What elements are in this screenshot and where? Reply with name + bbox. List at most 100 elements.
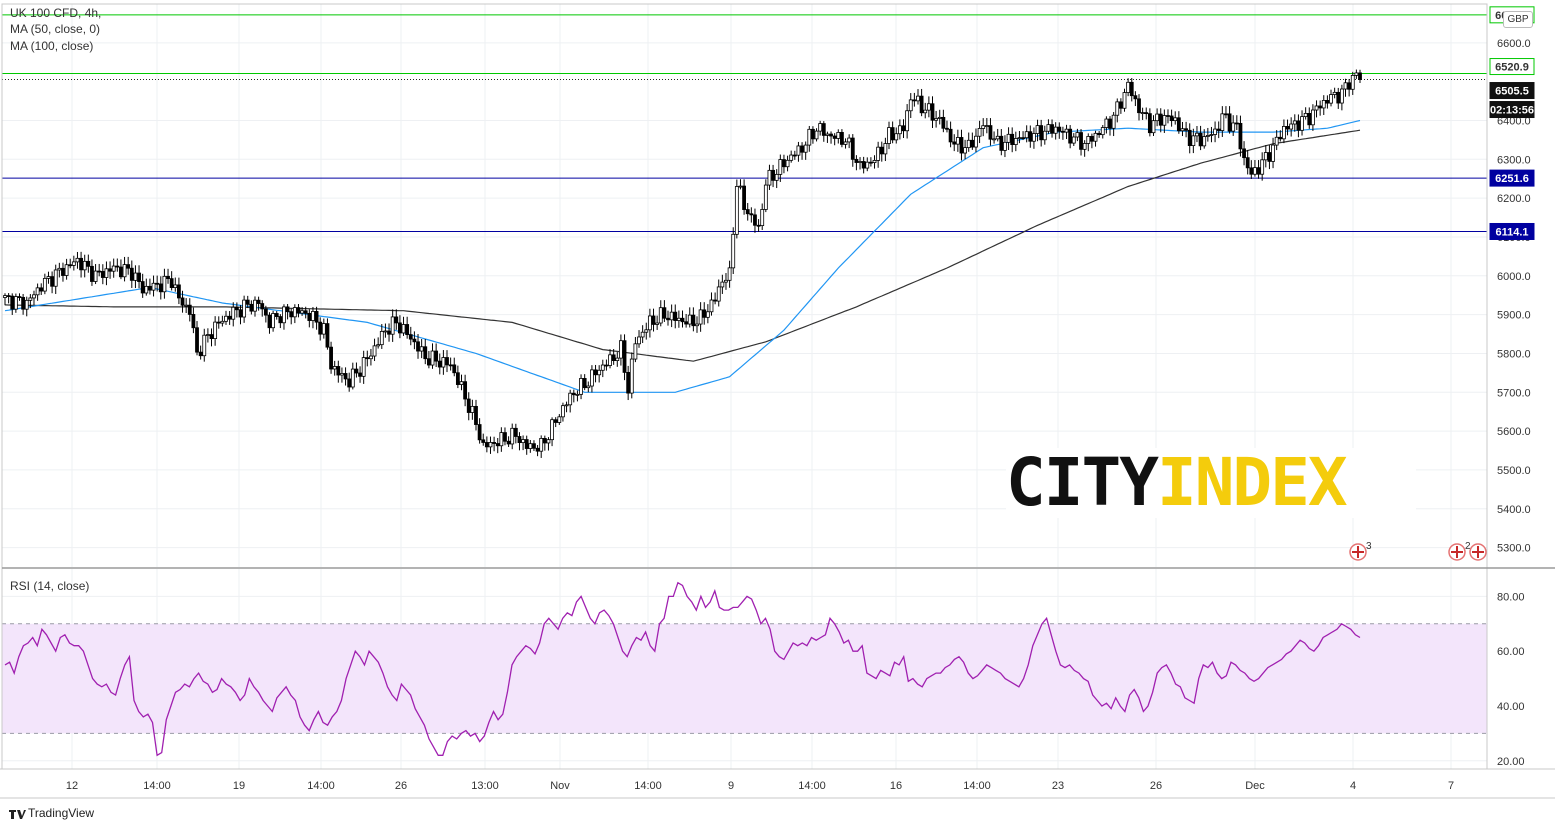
candle[interactable] [477, 424, 482, 441]
candle[interactable] [151, 282, 156, 291]
candle[interactable] [484, 442, 489, 448]
candle[interactable] [590, 369, 594, 387]
candle[interactable] [1013, 138, 1018, 145]
candle[interactable] [619, 340, 623, 359]
candle[interactable] [365, 357, 370, 360]
candle[interactable] [760, 209, 765, 227]
candle[interactable] [426, 358, 431, 366]
price-axis[interactable]: 5300.0 5400.0 5500.0 5600.0 5700.0 5800.0 5900… [1497, 38, 1531, 555]
candle[interactable] [1187, 129, 1192, 147]
candle[interactable] [1166, 115, 1170, 117]
candle[interactable] [894, 133, 899, 141]
candle[interactable] [209, 334, 214, 340]
candle[interactable] [1032, 133, 1036, 142]
candle[interactable] [155, 282, 160, 285]
candle[interactable] [263, 308, 268, 316]
candle[interactable] [644, 329, 649, 333]
candle[interactable] [238, 309, 243, 318]
candle[interactable] [955, 137, 960, 145]
candle[interactable] [93, 270, 98, 282]
candle[interactable] [597, 369, 602, 376]
candle[interactable] [713, 299, 718, 302]
candle[interactable] [481, 439, 486, 443]
candle[interactable] [1017, 137, 1022, 140]
candle[interactable] [180, 297, 185, 306]
candle[interactable] [1100, 127, 1105, 136]
candle[interactable] [169, 278, 174, 288]
candle[interactable] [499, 432, 504, 447]
candle[interactable] [1282, 126, 1286, 140]
candle[interactable] [495, 443, 500, 447]
candle[interactable] [854, 158, 859, 163]
symbol-label[interactable]: UK 100 CFD, 4h, [10, 6, 102, 20]
candle[interactable] [1245, 157, 1250, 169]
candle[interactable] [1097, 132, 1102, 136]
candle[interactable] [908, 99, 913, 112]
candle[interactable] [1035, 125, 1040, 134]
candle[interactable] [379, 331, 384, 346]
candle[interactable] [1198, 132, 1203, 147]
candle[interactable] [771, 169, 775, 181]
candle[interactable] [503, 432, 507, 442]
candle[interactable] [1318, 105, 1323, 109]
tradingview-brand[interactable]: TradingView [8, 806, 94, 820]
candle[interactable] [1227, 113, 1232, 132]
candle[interactable] [271, 313, 276, 329]
candle[interactable] [267, 314, 272, 329]
candle[interactable] [1042, 130, 1047, 141]
candle[interactable] [1307, 112, 1312, 126]
candle[interactable] [53, 269, 58, 287]
currency-badge[interactable]: GBP [1503, 11, 1533, 28]
candle[interactable] [173, 284, 178, 288]
candle[interactable] [579, 378, 583, 395]
candle[interactable] [1191, 135, 1196, 147]
candle[interactable] [564, 404, 569, 407]
candle[interactable] [1180, 128, 1185, 132]
candle[interactable] [738, 185, 743, 188]
candle[interactable] [662, 307, 667, 319]
candle[interactable] [466, 398, 471, 413]
candle[interactable] [633, 343, 638, 360]
candle[interactable] [202, 334, 207, 357]
candle[interactable] [492, 442, 497, 444]
candle[interactable] [1108, 118, 1112, 129]
candle[interactable] [35, 287, 40, 296]
candle[interactable] [691, 314, 696, 327]
candle[interactable] [680, 317, 685, 323]
candle[interactable] [42, 278, 47, 292]
candle[interactable] [1115, 101, 1120, 116]
candle[interactable] [245, 299, 250, 305]
rsi-axis[interactable]: 20.00 40.00 60.00 80.00 [1497, 591, 1525, 767]
candle[interactable] [430, 350, 435, 366]
candle[interactable] [615, 357, 620, 361]
candle[interactable] [205, 334, 210, 336]
candle[interactable] [1147, 113, 1152, 134]
candle[interactable] [387, 330, 391, 335]
candle[interactable] [383, 330, 388, 333]
candle[interactable] [705, 311, 710, 318]
candle[interactable] [673, 311, 678, 321]
candle[interactable] [28, 297, 33, 301]
candle[interactable] [104, 268, 109, 278]
candle[interactable] [1213, 128, 1217, 135]
candle[interactable] [724, 279, 728, 283]
candle[interactable] [452, 364, 457, 374]
candle[interactable] [832, 135, 837, 139]
candle[interactable] [350, 368, 355, 388]
candle[interactable] [296, 307, 301, 314]
candle[interactable] [470, 405, 475, 413]
candle[interactable] [1111, 114, 1116, 129]
candle[interactable] [557, 416, 562, 423]
candle[interactable] [749, 213, 754, 216]
candle[interactable] [890, 127, 895, 141]
candle[interactable] [528, 443, 533, 449]
candle[interactable] [984, 125, 989, 127]
candle[interactable] [702, 309, 707, 318]
candle[interactable] [321, 323, 326, 335]
candle[interactable] [571, 392, 576, 396]
candle[interactable] [550, 419, 554, 441]
candle[interactable] [1289, 123, 1294, 130]
candle[interactable] [658, 307, 663, 324]
candle[interactable] [1024, 131, 1029, 139]
